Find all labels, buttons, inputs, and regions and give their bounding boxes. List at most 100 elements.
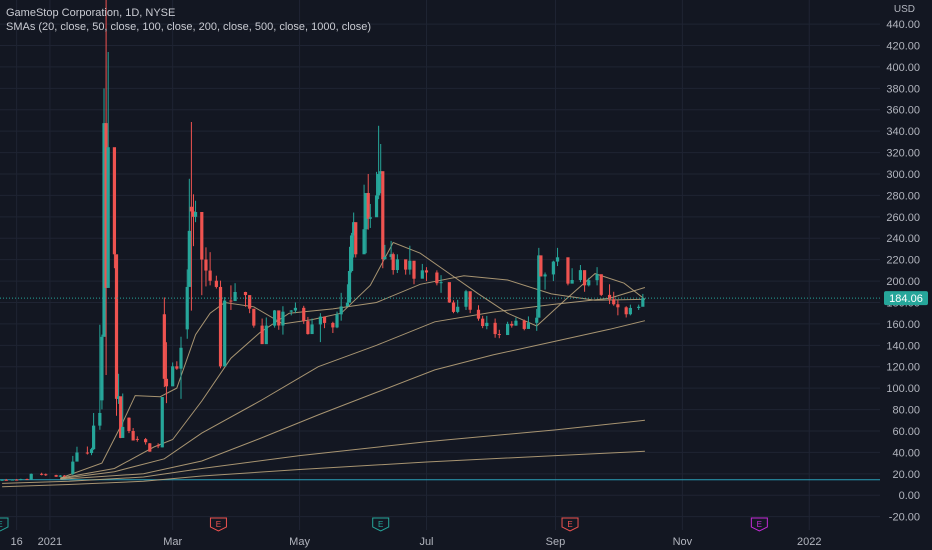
candle <box>116 373 121 404</box>
candle <box>112 147 117 269</box>
candle-body <box>522 320 526 329</box>
candle <box>404 259 408 275</box>
candle-body <box>62 475 67 477</box>
candle <box>555 247 560 267</box>
price-tick-label: 340.00 <box>886 126 920 138</box>
price-tick-label: 220.00 <box>886 255 920 267</box>
candle <box>100 334 104 410</box>
candle-body <box>191 211 196 217</box>
candle <box>526 316 531 329</box>
candle <box>497 329 501 339</box>
candle-body <box>381 171 385 260</box>
candle <box>175 361 179 370</box>
candle-body <box>179 347 183 369</box>
candle <box>535 308 539 331</box>
candle-body <box>131 430 135 441</box>
candle <box>127 417 131 434</box>
candle-body <box>44 474 48 476</box>
time-tick-label: Sep <box>546 536 566 548</box>
candle-body <box>599 274 603 295</box>
earnings-icon <box>561 517 579 532</box>
time-tick-label: Jul <box>419 536 433 548</box>
candle <box>15 479 19 481</box>
price-tick-label: 140.00 <box>886 340 920 352</box>
candle <box>578 265 583 283</box>
candle <box>383 244 387 260</box>
candle <box>233 283 237 302</box>
candle <box>389 240 393 260</box>
candle-body <box>318 316 322 325</box>
time-axis: 16 2021 Mar May Jul Sep Nov 2022 <box>11 536 822 548</box>
candle <box>114 254 119 416</box>
candle-body <box>185 286 189 330</box>
price-tick-label: 440.00 <box>886 19 920 31</box>
candle <box>345 284 350 307</box>
candle-body <box>345 302 350 307</box>
candle-body <box>104 123 108 288</box>
earnings-marker[interactable]: E <box>209 517 227 532</box>
candle-body <box>189 206 193 212</box>
candle <box>102 88 106 337</box>
candle <box>191 194 196 247</box>
candle <box>260 318 264 345</box>
candle <box>587 277 591 287</box>
earnings-marker[interactable]: E <box>0 517 9 532</box>
candle <box>582 270 587 292</box>
candle <box>322 316 327 329</box>
candle <box>229 285 233 310</box>
candle <box>85 446 89 455</box>
candle <box>248 295 252 314</box>
earnings-label: E <box>0 520 3 529</box>
candle-body <box>481 318 485 327</box>
sma-100-line <box>60 287 646 480</box>
candle-body <box>566 257 570 284</box>
price-tick-label: 420.00 <box>886 40 920 52</box>
candle-body <box>119 396 123 438</box>
price-tick-label: 0.00 <box>899 490 920 502</box>
earnings-marker[interactable]: E <box>372 517 390 532</box>
candle-body <box>412 260 416 279</box>
earnings-label: E <box>216 520 221 529</box>
candle-body <box>628 307 632 315</box>
candle-body <box>637 306 641 308</box>
candle <box>435 270 439 286</box>
last-price-label: 184.06 <box>889 293 923 305</box>
candle <box>447 282 451 303</box>
candle-body <box>408 260 412 270</box>
candle <box>318 313 322 343</box>
candle-body <box>0 479 4 481</box>
candle <box>104 0 108 375</box>
earnings-marker[interactable]: E <box>561 517 579 532</box>
time-tick-label: 16 <box>11 536 23 548</box>
candle-body <box>404 259 408 270</box>
candle <box>44 473 48 476</box>
earnings-marker[interactable]: E <box>750 517 768 532</box>
candle <box>368 203 372 228</box>
candle-body <box>447 282 451 303</box>
chart-header: GameStop Corporation, 1D, NYSE SMAs (20,… <box>6 6 371 34</box>
candle-body <box>476 309 481 319</box>
last-price-badge: 184.06 <box>884 291 928 306</box>
candle <box>200 211 204 296</box>
candle-body <box>289 310 293 312</box>
candle-body <box>19 479 23 481</box>
candle <box>185 269 189 339</box>
candle <box>89 447 94 456</box>
price-tick-label: 380.00 <box>886 83 920 95</box>
time-tick-label: Nov <box>673 536 693 548</box>
candle <box>162 297 166 388</box>
candle-body <box>526 322 531 329</box>
candle <box>599 274 603 297</box>
candle-body <box>368 217 372 219</box>
earnings-label: E <box>378 520 383 529</box>
price-tick-label: 80.00 <box>892 405 920 417</box>
candle <box>514 317 518 326</box>
candle-body <box>85 452 89 454</box>
candle-body <box>374 195 379 218</box>
candle <box>641 293 645 307</box>
candle-body <box>535 317 539 323</box>
candle-body <box>347 270 352 303</box>
candle <box>364 193 368 254</box>
